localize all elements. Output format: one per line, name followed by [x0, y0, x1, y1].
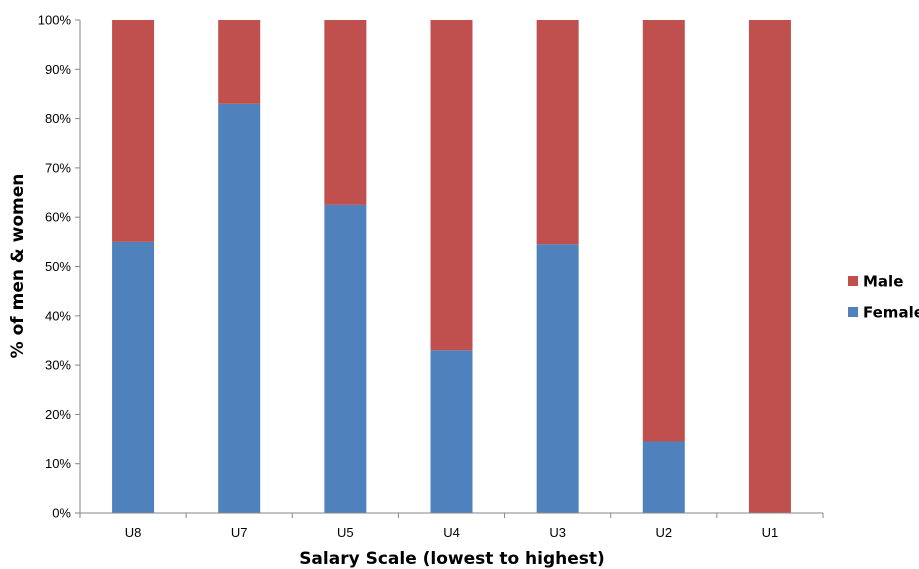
bar-male-u3: [536, 20, 579, 245]
y-tick-label: 20%: [45, 407, 71, 422]
x-tick-label-u4: U4: [443, 525, 460, 540]
x-tick-label-u2: U2: [655, 525, 672, 540]
bar-female-u2: [642, 441, 685, 513]
bar-female-u5: [324, 204, 367, 514]
bar-female-u4: [430, 350, 473, 513]
y-tick-label: 0%: [52, 506, 71, 521]
y-axis-ticks: 0% 10% 20% 30% 40% 50% 60% 70% 80% 90% 100%: [38, 13, 80, 521]
y-tick-label: 100%: [38, 13, 72, 28]
x-tick-label-u1: U1: [762, 525, 779, 540]
x-tick-label-u8: U8: [125, 525, 142, 540]
y-tick-label: 70%: [45, 160, 71, 175]
y-tick-label: 80%: [45, 111, 71, 126]
x-tick-label-u5: U5: [337, 525, 354, 540]
y-tick-label: 90%: [45, 62, 71, 77]
legend-label-female: Female: [863, 304, 919, 322]
x-tick-label-u3: U3: [549, 525, 566, 540]
bar-male-u4: [430, 20, 473, 351]
bar-female-u3: [536, 244, 579, 513]
y-axis-title: % of men & women: [8, 174, 28, 359]
legend-swatch-male: [848, 276, 858, 286]
bars-layer: [112, 20, 791, 514]
y-tick-label: 40%: [45, 308, 71, 323]
bar-male-u8: [112, 20, 155, 242]
legend: Male Female: [848, 273, 919, 322]
y-tick-label: 10%: [45, 456, 71, 471]
bar-male-u7: [218, 20, 261, 104]
bar-female-u8: [112, 241, 155, 513]
y-tick-label: 60%: [45, 210, 71, 225]
bar-male-u2: [642, 20, 685, 442]
x-axis-ticks: U8 U7 U5 U4 U3 U2 U1: [79, 513, 824, 540]
bar-female-u7: [218, 103, 261, 513]
y-tick-label: 50%: [45, 259, 71, 274]
x-tick-label-u7: U7: [231, 525, 248, 540]
bar-male-u1: [748, 20, 791, 513]
legend-swatch-female: [848, 307, 858, 317]
legend-label-male: Male: [863, 273, 903, 291]
y-tick-label: 30%: [45, 358, 71, 373]
x-axis-title: Salary Scale (lowest to highest): [299, 549, 605, 569]
bar-male-u5: [324, 20, 367, 205]
